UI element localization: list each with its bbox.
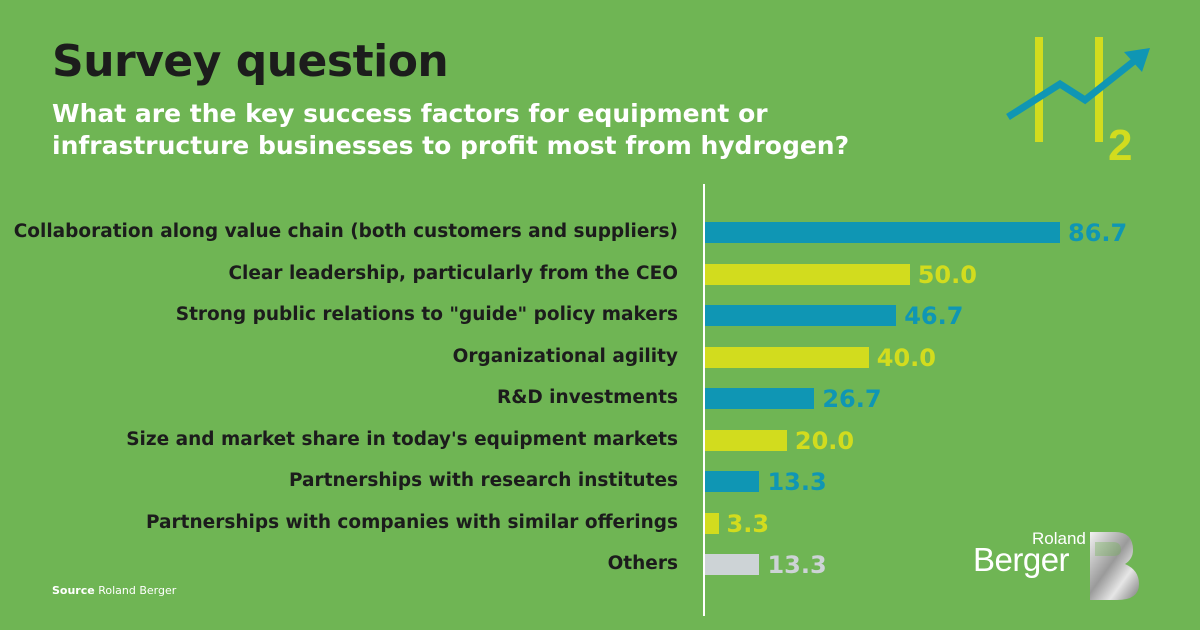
bar (705, 222, 1060, 243)
logo-text-berger: Berger (973, 541, 1070, 578)
category-label: Others (607, 553, 678, 574)
chart-title: Survey question (52, 36, 449, 87)
bar-value-label: 40.0 (876, 343, 936, 372)
bar (705, 305, 897, 326)
roland-berger-logo (1090, 532, 1139, 600)
category-label: Size and market share in today's equipme… (126, 428, 678, 450)
category-label: Collaboration along value chain (both cu… (13, 221, 678, 242)
bar-value-label: 13.3 (767, 468, 827, 496)
category-label: Partnerships with research institutes (289, 470, 678, 491)
category-label: Partnerships with companies with similar… (145, 511, 678, 533)
bar (705, 471, 760, 492)
bar-value-label: 20.0 (794, 426, 855, 455)
bar (705, 554, 760, 575)
bar (705, 388, 815, 409)
bar (705, 429, 787, 451)
source-text: Roland Berger (98, 584, 177, 597)
bar-value-label: 3.3 (726, 509, 770, 538)
chart-axis-line (703, 184, 705, 616)
svg-text:2: 2 (1108, 121, 1132, 170)
bar-value-label: 26.7 (822, 385, 882, 413)
logo-text-roland: Roland (1032, 529, 1086, 548)
bar-value-label: 50.0 (917, 260, 977, 289)
category-label: Strong public relations to "guide" polic… (175, 304, 678, 325)
category-label: R&D investments (497, 387, 678, 408)
bar-value-label: 46.7 (904, 302, 964, 330)
category-label: Organizational agility (452, 345, 678, 367)
chart-subtitle: What are the key success factors for equ… (52, 99, 850, 160)
h2-growth-icon: 2 (1006, 37, 1150, 170)
bar-value-label: 86.7 (1068, 219, 1128, 247)
bar (705, 346, 869, 368)
category-label: Clear leadership, particularly from the … (228, 262, 678, 284)
bar (705, 263, 910, 285)
bar-value-label: 13.3 (767, 551, 827, 579)
source-prefix: Source (52, 584, 95, 597)
bar (705, 512, 719, 534)
source-note: Source Roland Berger (52, 584, 176, 597)
